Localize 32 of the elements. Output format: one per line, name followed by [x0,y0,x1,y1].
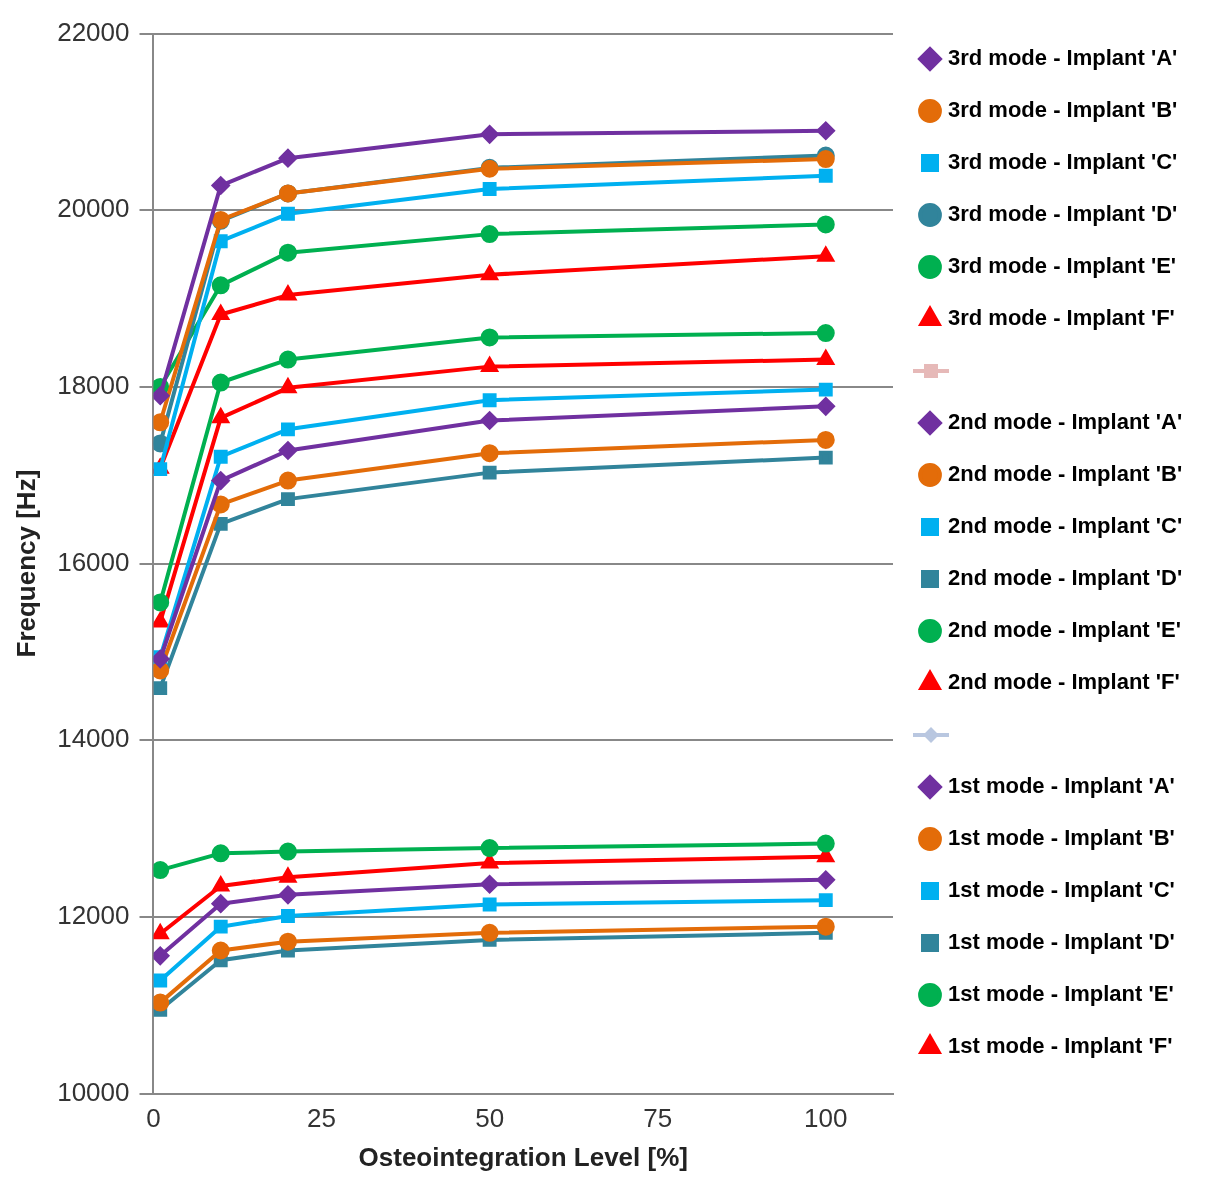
legend-label: 3rd mode - Implant 'F' [948,305,1175,331]
legend-label: 1st mode - Implant 'F' [948,1033,1173,1059]
x-tick-label: 100 [804,1103,848,1134]
legend-label: 3rd mode - Implant 'B' [948,97,1178,123]
x-axis-title: Osteointegration Level [%] [358,1141,688,1172]
y-axis-title: Frequency [Hz] [10,469,41,658]
y-tick-label: 22000 [57,16,130,47]
legend-label: 3rd mode - Implant 'D' [948,201,1178,227]
y-tick-label: 10000 [57,1076,130,1107]
legend-label: 2nd mode - Implant 'F' [948,669,1180,695]
legend-label: 3rd mode - Implant 'A' [948,45,1178,71]
y-tick-label: 16000 [57,546,130,577]
legend-label: 2nd mode - Implant 'C' [948,513,1183,539]
legend-label: 1st mode - Implant 'D' [948,929,1175,955]
legend-label: 2nd mode - Implant 'E' [948,617,1181,643]
x-tick-label: 0 [146,1103,161,1134]
legend-label: 3rd mode - Implant 'C' [948,149,1178,175]
legend-label: 3rd mode - Implant 'E' [948,253,1177,279]
x-tick-label: 75 [643,1103,673,1134]
y-tick-label: 14000 [57,723,130,754]
x-tick-label: 25 [307,1103,337,1134]
y-tick-label: 12000 [57,900,130,931]
legend-label: 2nd mode - Implant 'A' [948,409,1183,435]
legend-label: 2nd mode - Implant 'D' [948,565,1183,591]
x-tick-label: 50 [475,1103,505,1134]
legend-label: 1st mode - Implant 'A' [948,773,1175,799]
legend-label: 2nd mode - Implant 'B' [948,461,1183,487]
y-tick-label: 20000 [57,193,130,224]
legend-label: 1st mode - Implant 'C' [948,877,1175,903]
legend-label: 1st mode - Implant 'B' [948,825,1175,851]
y-tick-label: 18000 [57,370,130,401]
legend-label: 1st mode - Implant 'E' [948,981,1174,1007]
